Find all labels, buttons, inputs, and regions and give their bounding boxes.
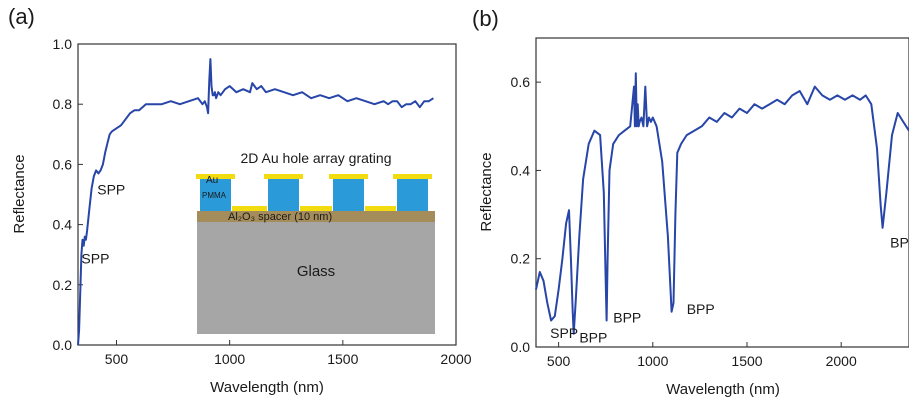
panel-b-y-tick-label: 0.0 [511,339,531,355]
panel-b-label: (b) [472,6,499,31]
panel-a-annotations: SPP SPP [81,182,125,267]
inset-title: 2D Au hole array grating [241,150,392,166]
panel-b-series-line [535,72,909,335]
panel-a: (a) 2D Au hole array grating Au PMMA Al₂… [8,4,472,396]
panel-a-y-tick-label: 0.2 [53,277,73,293]
panel-a-x-axis-label: Wavelength (nm) [210,379,324,396]
inset-au-bottom-3 [365,206,396,211]
panel-a-x-tick-label: 500 [105,351,129,367]
panel-a-annotation: SPP [81,251,109,267]
panel-b-annotation: BPP [613,310,641,326]
inset-glass-substrate [197,222,435,334]
panel-b-x-tick-label: 1500 [731,353,762,369]
inset-au-cap-4 [393,174,432,179]
inset-glass-label: Glass [297,263,335,280]
panel-a-inset-schematic: 2D Au hole array grating Au PMMA Al₂O₃ s… [196,150,435,334]
panel-b-y-tick-label: 0.2 [511,251,531,267]
inset-pmma-pillar-4 [397,179,428,211]
panel-a-y-tick-label: 1.0 [53,36,73,52]
panel-a-series-line [77,58,434,346]
panel-a-x-tick-label: 1000 [214,351,245,367]
panel-a-label: (a) [8,4,35,29]
panel-b-plot-frame [535,37,909,348]
inset-pmma-pillar-3 [333,179,364,211]
inset-spacer-label: Al₂O₃ spacer (10 nm) [228,211,332,223]
inset-pmma-pillar-2 [268,179,299,211]
panel-a-axes: 500 1000 1500 2000 0.0 0.2 0.4 0.6 0.8 1.0 [53,36,472,367]
panel-a-annotation: SPP [97,182,125,198]
inset-au-label: Au [206,175,218,186]
panel-b-y-tick-label: 0.4 [511,162,531,178]
panel-b-annotation: BPP [890,235,909,251]
panel-b-x-axis-label: Wavelength (nm) [666,381,780,398]
panel-b-x-tick-label: 2000 [826,353,857,369]
panel-b-y-axis-label: Reflectance [478,152,495,231]
inset-au-bottom-2 [300,206,332,211]
panel-b-x-tick-label: 500 [547,353,571,369]
panel-a-y-axis-label: Reflectance [11,154,28,233]
panel-b-y-tick-label: 0.6 [511,74,531,90]
panel-a-plot-frame [77,43,457,346]
panel-b-annotation: BPP [579,330,607,346]
panel-a-x-tick-label: 2000 [440,351,471,367]
panel-b-annotations: SPPBPPBPPBPPBPP [550,235,909,346]
inset-au-cap-2 [264,174,303,179]
panel-a-y-tick-label: 0.0 [53,337,73,353]
panel-a-y-tick-label: 0.8 [53,96,73,112]
inset-au-cap-1 [196,174,235,179]
panel-b-annotation: SPP [550,325,578,341]
panel-b-axes: 500 1000 1500 2000 0.0 0.2 0.4 0.6 [511,74,857,369]
inset-au-bottom-1 [232,206,267,211]
inset-pmma-pillar-1 [200,179,231,211]
inset-spacer-layer [197,211,435,222]
panel-a-y-tick-label: 0.4 [53,217,73,233]
inset-pmma-label: PMMA [202,191,227,200]
panel-a-y-tick-label: 0.6 [53,156,73,172]
panel-a-x-tick-label: 1500 [327,351,358,367]
inset-au-cap-3 [329,174,368,179]
panel-b-annotation: BPP [687,301,715,317]
panel-b-x-tick-label: 1000 [637,353,668,369]
